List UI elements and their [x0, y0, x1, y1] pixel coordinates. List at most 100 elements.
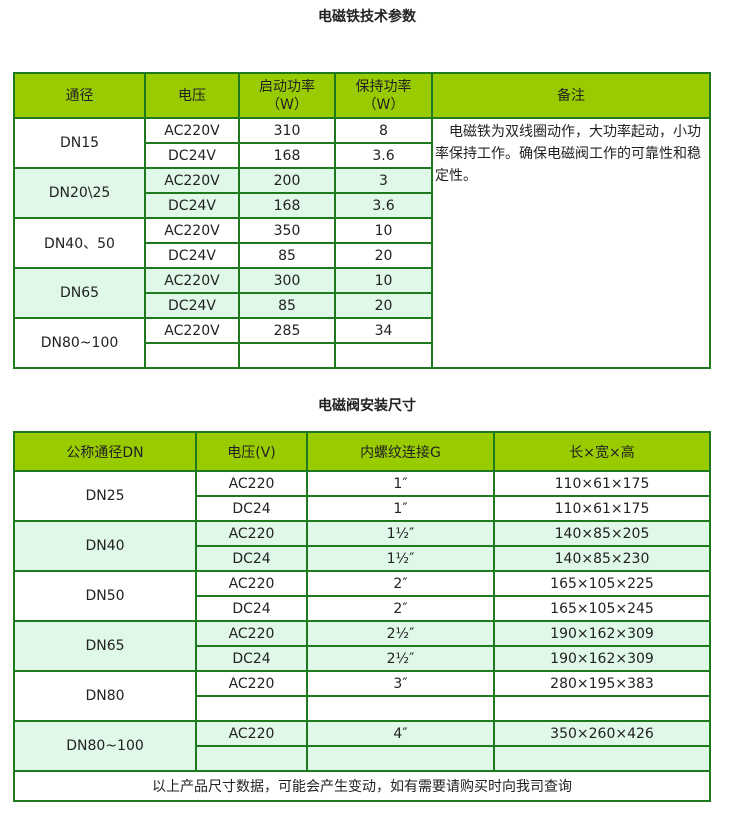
voltage-cell: DC24: [195, 545, 308, 572]
table-row: [14, 695, 711, 722]
table-row: DC24 1″ 110×61×175: [14, 495, 711, 522]
voltage-cell: AC220: [195, 670, 308, 697]
table-row: DN15 AC220V 310 8 电磁铁为双线圈动作，大功率起动，小功率保持工作。确…: [13, 117, 711, 369]
table-row: DN65 AC220V 300 10: [13, 267, 710, 319]
voltage-cell: AC220V: [144, 117, 240, 144]
header-start-power: 启动功率（W）: [238, 72, 336, 119]
voltage-cell: AC220: [195, 720, 308, 747]
dimensions-cell: 190×162×309: [493, 620, 711, 647]
hold-power-cell: 20: [334, 242, 433, 269]
thread-cell: 1″: [306, 495, 495, 522]
thread-cell: [306, 695, 495, 722]
thread-cell: 2″: [306, 595, 495, 622]
header-diameter: 通径: [13, 72, 146, 119]
hold-power-cell: 34: [334, 317, 433, 344]
table-row: DC24V 85 20: [14, 242, 710, 269]
start-power-cell: 350: [238, 217, 336, 244]
header-hold-power-label: 保持功率（W）: [355, 78, 412, 113]
voltage-cell: AC220: [195, 620, 308, 647]
table-row: DC24 2½″ 190×162×309: [14, 645, 711, 672]
voltage-cell: DC24V: [144, 292, 240, 319]
voltage-cell: DC24V: [144, 192, 240, 219]
thread-cell: 1½″: [306, 520, 495, 547]
start-power-cell: 168: [238, 142, 336, 169]
table-row: DN40 AC220 1½″ 140×85×205: [13, 520, 711, 572]
footer-note: 以上产品尺寸数据，可能会产生变动，如有需要请购买时向我司查询: [13, 770, 711, 802]
table-row: DN80~100 AC220 4″ 350×260×426: [13, 720, 711, 772]
hold-power-cell: 3: [334, 167, 433, 194]
footer-row: 以上产品尺寸数据，可能会产生变动，如有需要请购买时向我司查询: [13, 770, 711, 802]
dimensions-cell: 140×85×205: [493, 520, 711, 547]
diameter-cell: DN25: [13, 470, 197, 522]
start-power-cell: 300: [238, 267, 336, 294]
start-power-cell: [238, 342, 336, 369]
voltage-cell: AC220V: [144, 217, 240, 244]
dimensions-cell: 280×195×383: [493, 670, 711, 697]
thread-cell: 3″: [306, 670, 495, 697]
dimensions-cell: [493, 695, 711, 722]
hold-power-cell: 20: [334, 292, 433, 319]
note-cell: 电磁铁为双线圈动作，大功率起动，小功率保持工作。确保电磁阀工作的可靠性和稳定性。: [431, 117, 711, 369]
voltage-cell: AC220V: [144, 167, 240, 194]
diameter-cell: DN80: [13, 670, 197, 722]
table-row: DC24V 168 3.6: [14, 142, 710, 169]
thread-cell: 2″: [306, 570, 495, 597]
header-hold-power: 保持功率（W）: [334, 72, 433, 119]
table2-title: 电磁阀安装尺寸: [318, 398, 416, 414]
dimensions-cell: 140×85×230: [493, 545, 711, 572]
thread-cell: 2½″: [306, 645, 495, 672]
start-power-cell: 310: [238, 117, 336, 144]
table-row: DN65 AC220 2½″ 190×162×309: [13, 620, 711, 672]
table-row: DC24 1½″ 140×85×230: [14, 545, 711, 572]
dimensions-cell: 165×105×245: [493, 595, 711, 622]
table-row: [14, 745, 711, 772]
dimensions-cell: 165×105×225: [493, 570, 711, 597]
diameter-cell: DN20\25: [13, 167, 146, 219]
thread-cell: 2½″: [306, 620, 495, 647]
table-row: DC24V 168 3.6: [14, 192, 710, 219]
diameter-cell: DN80~100: [13, 720, 197, 772]
table-row: DN80~100 AC220V 285 34: [13, 317, 710, 369]
electromagnet-params-table: 通径 电压 启动功率（W） 保持功率（W） 备注 DN15 AC220V 310 8 …: [13, 72, 711, 369]
table-row: DN50 AC220 2″ 165×105×225: [13, 570, 711, 622]
hold-power-cell: 3.6: [334, 142, 433, 169]
table-row: DN40、50 AC220V 350 10: [13, 217, 710, 269]
start-power-cell: 285: [238, 317, 336, 344]
header-start-power-label: 启动功率（W）: [258, 78, 315, 113]
header-voltage: 电压: [144, 72, 240, 119]
voltage-cell: AC220: [195, 520, 308, 547]
hold-power-cell: 10: [334, 267, 433, 294]
table-row: [14, 342, 710, 369]
diameter-cell: DN40、50: [13, 217, 146, 269]
start-power-cell: 200: [238, 167, 336, 194]
voltage-cell: AC220V: [144, 267, 240, 294]
header-nominal-diameter: 公称通径DN: [13, 431, 197, 472]
thread-cell: 4″: [306, 720, 495, 747]
header-thread: 内螺纹连接G: [306, 431, 495, 472]
thread-cell: [306, 745, 495, 772]
header-note: 备注: [431, 72, 711, 119]
dimensions-cell: 350×260×426: [493, 720, 711, 747]
voltage-cell: DC24: [195, 495, 308, 522]
voltage-cell: DC24: [195, 595, 308, 622]
voltage-cell: AC220: [195, 570, 308, 597]
hold-power-cell: 8: [334, 117, 433, 144]
voltage-cell: [195, 745, 308, 772]
voltage-cell: [144, 342, 240, 369]
diameter-cell: DN65: [13, 267, 146, 319]
thread-cell: 1″: [306, 470, 495, 497]
voltage-cell: AC220: [195, 470, 308, 497]
table-row: DC24 2″ 165×105×245: [14, 595, 711, 622]
dimensions-cell: 110×61×175: [493, 470, 711, 497]
table-row: DN80 AC220 3″ 280×195×383: [13, 670, 711, 722]
thread-cell: 1½″: [306, 545, 495, 572]
diameter-cell: DN15: [13, 117, 146, 169]
start-power-cell: 85: [238, 242, 336, 269]
valve-dimensions-table: 公称通径DN 电压(V) 内螺纹连接G 长×宽×高 DN25 AC220 1″ 110…: [13, 431, 711, 802]
table-row: DN20\25 AC220V 200 3: [13, 167, 710, 219]
diameter-cell: DN40: [13, 520, 197, 572]
hold-power-cell: [334, 342, 433, 369]
start-power-cell: 168: [238, 192, 336, 219]
diameter-cell: DN50: [13, 570, 197, 622]
dimensions-cell: 110×61×175: [493, 495, 711, 522]
